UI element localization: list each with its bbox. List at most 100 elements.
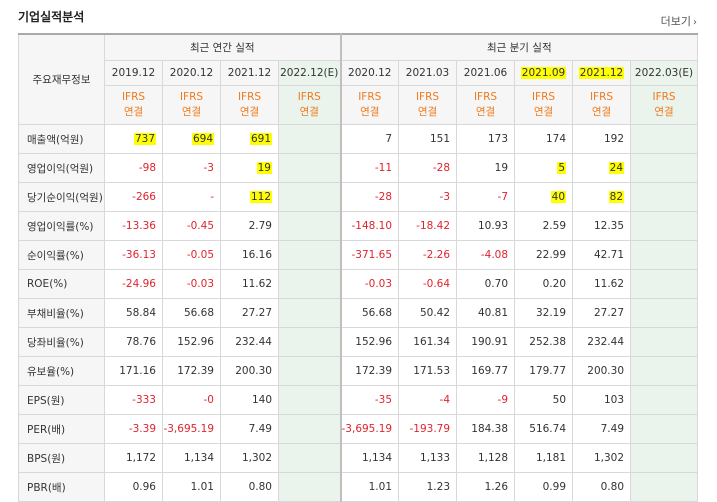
table-cell bbox=[630, 356, 699, 386]
cell-value: -0.64 bbox=[422, 278, 451, 290]
cell-value: 7.49 bbox=[248, 423, 272, 435]
cell-value: 171.53 bbox=[413, 365, 451, 377]
more-link[interactable]: 더보기 › bbox=[661, 13, 697, 29]
table-cell: 7 bbox=[340, 124, 400, 154]
table-cell: -18.42 bbox=[398, 211, 458, 241]
cell-value: -0.05 bbox=[186, 249, 214, 261]
table-cell: 691 bbox=[220, 124, 279, 154]
cell-value: 11.62 bbox=[241, 278, 272, 290]
cell-value: -0.03 bbox=[364, 278, 393, 290]
table-cell: 103 bbox=[572, 385, 632, 415]
table-cell: -98 bbox=[104, 153, 163, 183]
period-label: 2020.12 bbox=[169, 67, 214, 79]
cell-value: -0.45 bbox=[186, 220, 214, 232]
period-label: 2021.09 bbox=[520, 67, 567, 79]
table-cell: -28 bbox=[398, 153, 458, 183]
table-cell: -0.03 bbox=[340, 269, 400, 299]
row-label: 유보율(%) bbox=[18, 356, 105, 386]
cell-value: -36.13 bbox=[122, 249, 156, 261]
cell-value: 40 bbox=[550, 191, 567, 203]
table-cell: 0.80 bbox=[572, 472, 632, 502]
table-cell: 32.19 bbox=[514, 298, 574, 328]
table-cell: 1,172 bbox=[104, 443, 163, 473]
table-cell: 179.77 bbox=[514, 356, 574, 386]
ifrs-standard-label: IFRS bbox=[652, 91, 676, 103]
cell-value: 7 bbox=[385, 133, 393, 145]
cell-value: 56.68 bbox=[183, 307, 214, 319]
cell-value: 27.27 bbox=[593, 307, 625, 319]
table-cell: 1,302 bbox=[220, 443, 279, 473]
table-row: PBR(배) 0.96 1.01 0.80 1.01 1.23 1.26 0.99 0.80 bbox=[18, 472, 699, 502]
cell-value: 32.19 bbox=[535, 307, 567, 319]
table-cell: -0.45 bbox=[162, 211, 221, 241]
cell-value: 56.68 bbox=[361, 307, 393, 319]
ifrs-header: IFRS 연결 bbox=[514, 85, 574, 125]
section-title: 기업실적분석 bbox=[18, 10, 85, 24]
ifrs-standard-label: IFRS bbox=[297, 91, 321, 103]
consolidated-label: 연결 bbox=[123, 106, 144, 118]
table-row: 순이익률(%) -36.13 -0.05 16.16 -371.65 -2.26 -4.08… bbox=[18, 240, 699, 270]
cell-value: 1,302 bbox=[593, 452, 625, 464]
cell-value: 169.77 bbox=[471, 365, 509, 377]
cell-value: 161.34 bbox=[413, 336, 451, 348]
table-cell bbox=[630, 327, 699, 357]
cell-value: 19 bbox=[256, 162, 272, 174]
period-header: 2022.03(E) bbox=[630, 60, 699, 86]
consolidated-label: 연결 bbox=[654, 106, 674, 118]
cell-value: 11.62 bbox=[593, 278, 625, 290]
table-cell bbox=[277, 211, 342, 241]
table-cell: 1.01 bbox=[162, 472, 221, 502]
cell-value: 691 bbox=[249, 133, 272, 145]
table-cell: 172.39 bbox=[162, 356, 221, 386]
cell-value: 0.80 bbox=[248, 481, 272, 493]
table-cell bbox=[630, 211, 699, 241]
more-link-label: 더보기 bbox=[660, 15, 691, 28]
table-row: ROE(%) -24.96 -0.03 11.62 -0.03 -0.64 0.70 0.20… bbox=[18, 269, 699, 299]
table-cell: -371.65 bbox=[340, 240, 400, 270]
table-cell: 78.76 bbox=[104, 327, 163, 357]
cell-value: -4 bbox=[439, 394, 451, 406]
cell-value: 1,134 bbox=[361, 452, 393, 464]
table-cell: 171.16 bbox=[104, 356, 163, 386]
cell-value: -9 bbox=[497, 394, 509, 406]
table-row: 영업이익률(%) -13.36 -0.45 2.79 -148.10 -18.42 10.9… bbox=[18, 211, 699, 241]
cell-value: -18.42 bbox=[416, 220, 451, 232]
cell-value: 179.77 bbox=[529, 365, 567, 377]
cell-value: 1,133 bbox=[419, 452, 451, 464]
cell-value: 171.16 bbox=[119, 365, 156, 377]
ifrs-standard-label: IFRS bbox=[415, 91, 440, 103]
table-cell: -3,695.19 bbox=[162, 414, 221, 444]
cell-value: -3 bbox=[203, 162, 214, 174]
table-cell: 58.84 bbox=[104, 298, 163, 328]
table-cell: 50 bbox=[514, 385, 574, 415]
ifrs-header: IFRS 연결 bbox=[162, 85, 221, 125]
table-cell: -13.36 bbox=[104, 211, 163, 241]
cell-value: 152.96 bbox=[355, 336, 393, 348]
table-cell: 1.26 bbox=[456, 472, 516, 502]
cell-value: 174 bbox=[545, 133, 567, 145]
cell-value: -28 bbox=[374, 191, 393, 203]
table-cell: 2.59 bbox=[514, 211, 574, 241]
cell-value: 24 bbox=[608, 162, 625, 174]
ifrs-header: IFRS 연결 bbox=[104, 85, 163, 125]
table-cell: 232.44 bbox=[572, 327, 632, 357]
ifrs-standard-label: IFRS bbox=[237, 91, 262, 103]
row-label: PBR(배) bbox=[18, 472, 105, 502]
financial-summary-table: 주요재무정보 최근 연간 실적 최근 분기 실적 2019.12 2020.12 2… bbox=[18, 33, 699, 502]
cell-value: 1,172 bbox=[125, 452, 156, 464]
table-cell: 50.42 bbox=[398, 298, 458, 328]
table-cell: 184.38 bbox=[456, 414, 516, 444]
consolidated-label: 연결 bbox=[417, 106, 438, 118]
period-header: 2021.12 bbox=[220, 60, 279, 86]
table-cell bbox=[630, 414, 699, 444]
table-cell: 173 bbox=[456, 124, 516, 154]
cell-value: -333 bbox=[132, 394, 156, 406]
cell-value: 40.81 bbox=[477, 307, 509, 319]
cell-value: 0.99 bbox=[542, 481, 567, 493]
table-cell: 27.27 bbox=[572, 298, 632, 328]
cell-value: 516.74 bbox=[529, 423, 567, 435]
quarterly-group-header: 최근 분기 실적 bbox=[340, 33, 699, 61]
table-cell bbox=[630, 443, 699, 473]
period-header: 2021.06 bbox=[456, 60, 516, 86]
table-cell: -333 bbox=[104, 385, 163, 415]
